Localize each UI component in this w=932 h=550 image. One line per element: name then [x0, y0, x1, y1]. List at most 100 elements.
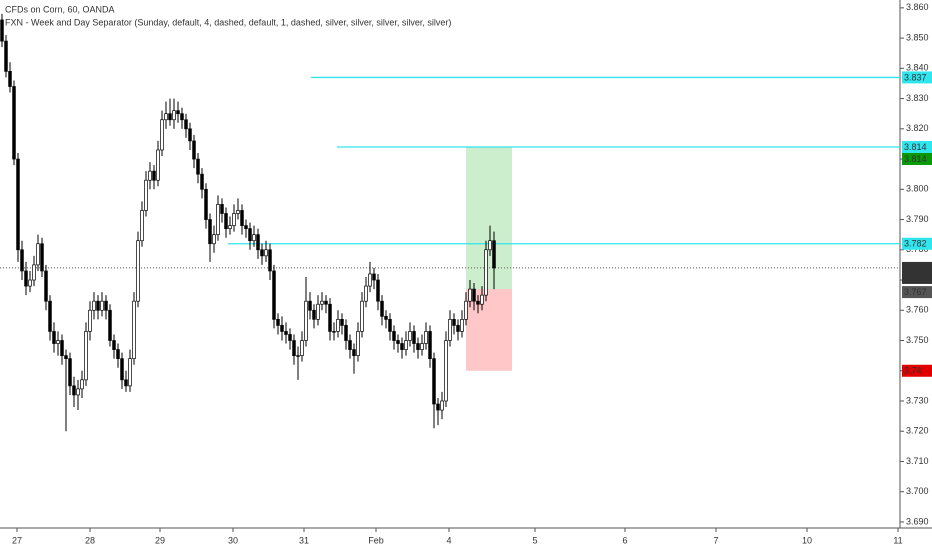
candle-body	[24, 270, 28, 287]
candle-body	[256, 234, 260, 251]
candle-body	[144, 179, 148, 211]
candle-body	[172, 110, 176, 121]
candle-body	[108, 309, 112, 341]
y-tick-label: 3.790	[906, 214, 929, 224]
candle-body	[292, 340, 296, 356]
line-price-label-bg	[902, 237, 932, 250]
candle-body	[444, 340, 448, 402]
candle-body	[104, 300, 108, 311]
candle-body	[180, 113, 184, 121]
candle-body	[408, 331, 412, 341]
candle-body	[160, 119, 164, 151]
y-tick-label: 3.710	[906, 456, 929, 466]
stop-price-label: 3.74	[904, 366, 922, 376]
candle-body	[88, 309, 92, 332]
stop-price-label-bg	[902, 364, 932, 377]
line-price-label: 3.814	[904, 142, 927, 152]
candle-body	[412, 331, 416, 344]
candle-body	[208, 219, 212, 245]
candle-body	[268, 249, 272, 272]
countdown-bg	[902, 272, 932, 284]
y-tick-label: 3.720	[906, 426, 929, 436]
candle-body	[188, 128, 192, 142]
candle-body	[164, 113, 168, 121]
target-price-label: 3.814	[904, 154, 927, 164]
countdown: 20:18	[905, 273, 928, 283]
candle-body	[468, 288, 472, 302]
y-tick-label: 3.840	[906, 63, 929, 73]
candle-body	[220, 204, 224, 214]
candle-body	[4, 40, 8, 72]
candle-body	[428, 331, 432, 360]
y-tick-label: 3.730	[906, 395, 929, 405]
candle-body	[372, 273, 376, 281]
candle-body	[316, 303, 320, 320]
candle-body	[28, 279, 32, 287]
candle-body	[420, 343, 424, 350]
candle-body	[132, 300, 136, 360]
candle-body	[272, 270, 276, 320]
candle-body	[252, 234, 256, 242]
x-tick-label: 5	[532, 535, 537, 545]
candle-body	[280, 325, 284, 332]
candle-body	[388, 318, 392, 332]
x-tick-label: 28	[85, 535, 95, 545]
candle-body	[364, 285, 368, 302]
y-tick-label: 3.800	[906, 184, 929, 194]
y-tick-label: 3.830	[906, 93, 929, 103]
last-price-label-bg	[902, 261, 932, 274]
candle-body	[236, 210, 240, 214]
x-tick-label: 30	[228, 535, 238, 545]
candle-body	[384, 315, 388, 320]
y-tick-label: 3.760	[906, 305, 929, 315]
candle-body	[200, 173, 204, 190]
candle-body	[248, 228, 252, 242]
target-zone	[466, 146, 512, 290]
candle-body	[328, 303, 332, 332]
candle-body	[80, 379, 84, 390]
candle-body	[392, 331, 396, 341]
y-tick-label: 3.820	[906, 123, 929, 133]
candle-body	[232, 213, 236, 226]
candle-body	[264, 249, 268, 257]
candle-body	[452, 318, 456, 326]
candle-body	[456, 325, 460, 332]
x-tick-label: 27	[12, 535, 22, 545]
candle-body	[48, 300, 52, 332]
candle-body	[348, 340, 352, 350]
candle-body	[16, 158, 20, 251]
candle-body	[68, 358, 72, 387]
candle-body	[36, 243, 40, 266]
entry-price-label-bg	[902, 286, 932, 299]
candle-body	[60, 340, 64, 356]
y-tick-label: 3.700	[906, 486, 929, 496]
candle-body	[432, 358, 436, 405]
candle-body	[152, 170, 156, 181]
candle-body	[84, 331, 88, 381]
y-tick-label: 3.750	[906, 335, 929, 345]
candle-body	[368, 273, 372, 287]
candle-body	[64, 355, 68, 360]
candle-body	[124, 379, 128, 387]
candle-body	[324, 300, 328, 305]
candle-body	[8, 71, 12, 87]
candle-body	[12, 86, 16, 160]
candle-body	[212, 234, 216, 245]
candle-body	[120, 358, 124, 381]
candle-body	[240, 210, 244, 226]
candle-body	[44, 270, 48, 302]
candle-body	[184, 119, 188, 130]
line-price-label-bg	[902, 71, 932, 84]
candle-body	[156, 149, 160, 181]
candle-body	[484, 249, 488, 296]
candle-body	[376, 279, 380, 302]
candle-body	[296, 355, 300, 357]
candle-body	[284, 331, 288, 335]
candle-body	[472, 288, 476, 302]
x-tick-label: 31	[299, 535, 309, 545]
candle-body	[112, 340, 116, 350]
x-tick-label: Feb	[368, 535, 384, 545]
candle-body	[460, 318, 464, 332]
